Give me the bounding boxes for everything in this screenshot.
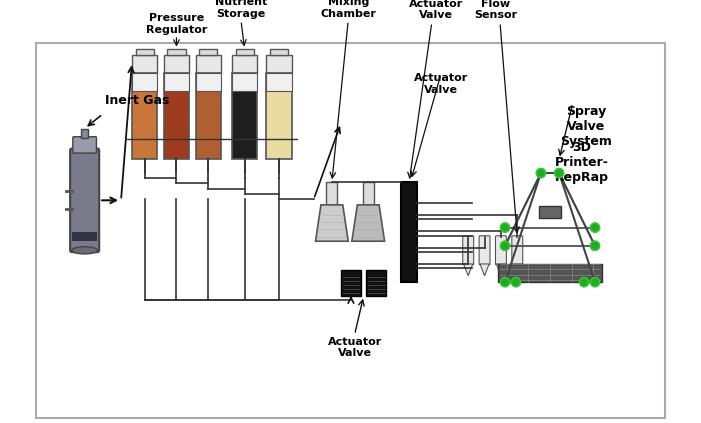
Circle shape <box>590 223 599 232</box>
Bar <box>81 129 88 137</box>
Circle shape <box>590 241 599 250</box>
Text: Actuator
Valve: Actuator Valve <box>327 337 382 358</box>
Circle shape <box>536 168 545 178</box>
Bar <box>266 73 292 159</box>
Polygon shape <box>315 205 348 241</box>
Circle shape <box>554 168 564 178</box>
Polygon shape <box>352 205 385 241</box>
Bar <box>164 55 189 73</box>
Bar <box>196 55 221 73</box>
Bar <box>132 55 157 73</box>
Circle shape <box>511 277 520 287</box>
FancyBboxPatch shape <box>70 148 100 252</box>
Bar <box>266 55 292 73</box>
Text: Actuator
Valve: Actuator Valve <box>409 0 463 20</box>
Bar <box>135 49 154 55</box>
Polygon shape <box>463 264 472 276</box>
Polygon shape <box>480 264 489 276</box>
Ellipse shape <box>72 247 97 254</box>
Circle shape <box>501 277 510 287</box>
Bar <box>132 73 157 91</box>
Bar <box>270 49 288 55</box>
Text: Nutrient
Storage: Nutrient Storage <box>215 0 267 19</box>
Text: Inert Gas: Inert Gas <box>104 94 169 107</box>
FancyBboxPatch shape <box>479 236 490 265</box>
Bar <box>327 182 337 205</box>
Bar <box>232 55 257 73</box>
FancyBboxPatch shape <box>73 137 97 153</box>
Circle shape <box>580 277 589 287</box>
Bar <box>72 232 97 241</box>
Text: Pressure
Regulator: Pressure Regulator <box>146 13 207 35</box>
Bar <box>196 73 221 91</box>
Bar <box>196 73 221 159</box>
FancyBboxPatch shape <box>496 236 506 265</box>
Text: Actuator
Valve: Actuator Valve <box>414 73 468 95</box>
Bar <box>236 49 254 55</box>
Text: 3D
Printer-
RepRap: 3D Printer- RepRap <box>554 141 608 184</box>
Bar <box>232 73 257 159</box>
Circle shape <box>590 277 599 287</box>
Bar <box>168 49 186 55</box>
Bar <box>232 73 257 91</box>
Bar <box>363 182 374 205</box>
Bar <box>401 182 417 282</box>
Polygon shape <box>496 264 505 276</box>
Text: Mixing
Chamber: Mixing Chamber <box>320 0 376 19</box>
Bar <box>539 206 561 219</box>
Circle shape <box>501 241 510 250</box>
Text: Flow
Sensor: Flow Sensor <box>474 0 517 20</box>
Bar <box>266 73 292 91</box>
Bar <box>498 264 602 282</box>
FancyBboxPatch shape <box>512 236 523 265</box>
Bar <box>367 270 386 296</box>
Bar <box>132 73 157 159</box>
Circle shape <box>501 223 510 232</box>
Polygon shape <box>512 264 522 276</box>
FancyBboxPatch shape <box>463 236 474 265</box>
Bar <box>341 270 361 296</box>
Bar <box>199 49 217 55</box>
Bar <box>164 73 189 159</box>
Bar <box>164 73 189 91</box>
Text: Spray
Valve
System: Spray Valve System <box>560 105 612 148</box>
